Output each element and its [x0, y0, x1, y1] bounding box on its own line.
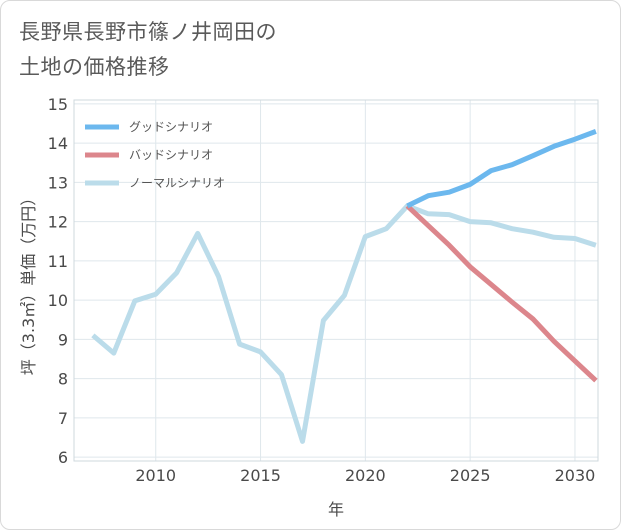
chart-title-line-2: 土地の価格推移 — [19, 55, 170, 79]
x-tick-label: 2030 — [555, 466, 596, 485]
y-axis-label: 坪（3.3㎡）単価（万円） — [19, 190, 38, 375]
x-axis-ticks: 2010 2015 2020 2025 2030 — [135, 466, 595, 485]
y-tick-label: 14 — [48, 134, 68, 153]
y-tick-label: 11 — [48, 252, 68, 271]
x-tick-label: 2010 — [135, 466, 176, 485]
y-axis-ticks: 6 7 8 9 10 11 12 13 14 15 — [48, 95, 68, 467]
y-tick-label: 10 — [48, 291, 68, 310]
x-axis-label: 年 — [328, 500, 344, 519]
series-line-0 — [406, 129, 597, 209]
legend-label-2: ノーマルシナリオ — [129, 176, 225, 190]
x-tick-label: 2015 — [240, 466, 281, 485]
y-tick-label: 9 — [58, 330, 68, 349]
series-line-1 — [405, 204, 598, 383]
legend-label-0: グッドシナリオ — [129, 120, 213, 134]
series-lines — [91, 129, 598, 444]
legend-label-1: バッドシナリオ — [129, 148, 213, 162]
y-tick-label: 12 — [48, 213, 68, 232]
x-tick-label: 2025 — [450, 466, 491, 485]
y-tick-label: 15 — [48, 95, 68, 114]
series-line-2 — [91, 203, 597, 444]
y-tick-label: 8 — [58, 370, 68, 389]
x-tick-label: 2020 — [345, 466, 386, 485]
y-tick-label: 7 — [58, 409, 68, 428]
chart-title: 長野県長野市篠ノ井岡田の 土地の価格推移 — [19, 15, 439, 85]
chart-title-line-1: 長野県長野市篠ノ井岡田の — [19, 20, 277, 44]
y-tick-label: 13 — [48, 173, 68, 192]
grid — [74, 100, 598, 461]
y-tick-label: 6 — [58, 448, 68, 467]
plot-border — [73, 99, 599, 462]
